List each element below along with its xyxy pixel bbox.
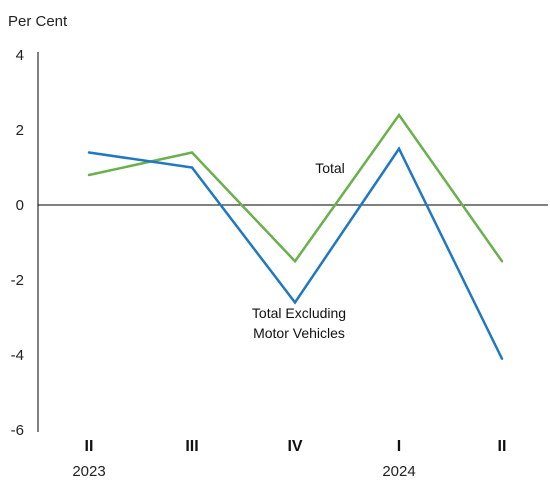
- series-annotation-label: Total Excluding: [252, 305, 346, 321]
- data-point: [87, 173, 91, 177]
- annotations: Total Total Excluding Motor Vehicles: [252, 160, 346, 341]
- x-year-label: 2023: [72, 463, 105, 480]
- y-tick-label: 2: [16, 122, 24, 139]
- data-point: [190, 166, 194, 169]
- data-point: [500, 357, 504, 360]
- data-point: [293, 301, 297, 304]
- series-annotation-label: Total: [315, 160, 345, 176]
- data-point: [190, 151, 194, 154]
- y-tick-label: -6: [11, 422, 24, 439]
- series-group: [87, 112, 504, 360]
- data-point: [397, 113, 401, 117]
- data-point: [87, 151, 91, 154]
- x-tick-label: IV: [287, 438, 302, 455]
- data-point: [397, 147, 401, 150]
- x-tick-label: I: [397, 438, 401, 455]
- y-axis-label: Per Cent: [8, 13, 68, 30]
- x-tick-label: III: [185, 438, 198, 455]
- y-axis-ticks: 4 2 0 -2 -4 -6: [11, 47, 24, 439]
- y-tick-label: -4: [11, 347, 24, 364]
- x-tick-label: II: [498, 438, 507, 455]
- y-tick-label: 4: [16, 47, 24, 64]
- y-tick-label: -2: [11, 272, 24, 289]
- series-annotation-label: Motor Vehicles: [253, 325, 345, 341]
- series-line-total: [88, 112, 504, 264]
- data-point: [500, 260, 504, 263]
- x-tick-label: II: [85, 438, 94, 455]
- x-year-label: 2024: [382, 463, 415, 480]
- data-point: [293, 260, 297, 263]
- y-tick-label: 0: [16, 197, 24, 214]
